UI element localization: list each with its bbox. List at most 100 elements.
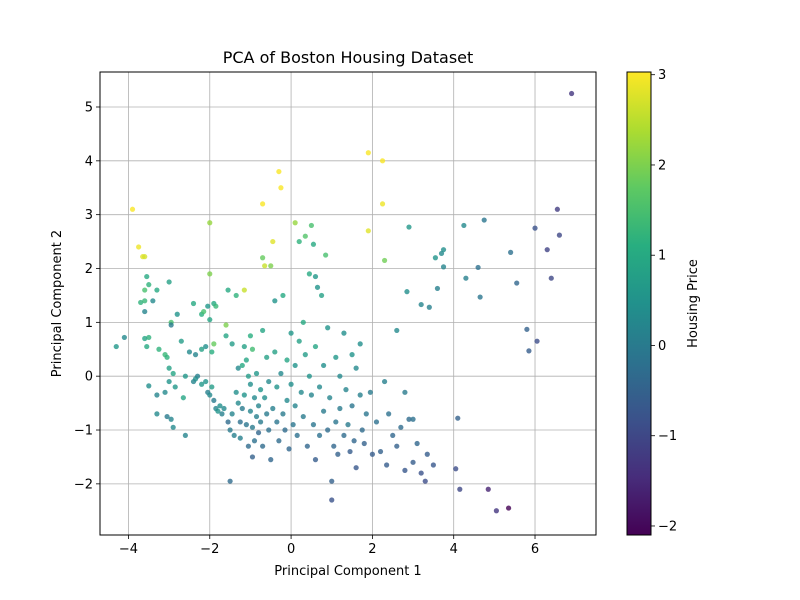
scatter-point xyxy=(121,334,127,341)
colorbar-label: Housing Price xyxy=(686,259,701,348)
scatter-point xyxy=(205,303,211,309)
scatter-point xyxy=(514,280,520,286)
colorbar-tick-label: 0 xyxy=(658,339,666,354)
scatter-point xyxy=(154,411,160,417)
scatter-point xyxy=(410,416,416,422)
scatter-point xyxy=(268,263,274,269)
scatter-point xyxy=(241,343,247,350)
scatter-point xyxy=(239,362,245,369)
scatter-point xyxy=(266,427,272,433)
colorbar: −2 −1 0 1 2 3 Housing Price xyxy=(626,68,701,536)
scatter-point xyxy=(381,378,388,385)
scatter-point xyxy=(440,247,447,253)
scatter-point xyxy=(182,432,188,439)
scatter-point xyxy=(463,275,469,281)
scatter-point xyxy=(410,459,416,465)
scatter-point xyxy=(367,389,373,395)
scatter-point xyxy=(333,354,339,360)
scatter-point xyxy=(192,352,199,358)
scatter-point xyxy=(237,435,243,441)
scatter-point xyxy=(217,403,223,409)
scatter-point xyxy=(207,271,213,277)
scatter-point xyxy=(223,333,229,339)
scatter-point xyxy=(357,341,363,347)
scatter-point xyxy=(288,330,294,336)
scatter-point xyxy=(235,365,241,371)
y-tick-label: −1 xyxy=(74,424,93,439)
scatter-point xyxy=(300,319,306,325)
scatter-point xyxy=(207,220,213,226)
colorbar-tick-label: 3 xyxy=(658,68,666,83)
scatter-point xyxy=(404,289,410,295)
scatter-point xyxy=(554,206,560,212)
scatter-point xyxy=(308,392,315,398)
scatter-point xyxy=(569,90,575,97)
scatter-point xyxy=(418,301,424,308)
scatter-point xyxy=(333,419,339,425)
scatter-point xyxy=(432,255,439,261)
scatter-point xyxy=(278,185,284,191)
scatter-point xyxy=(251,395,258,401)
scatter-point xyxy=(268,457,274,463)
scatter-point xyxy=(186,349,193,355)
scatter-point xyxy=(314,284,321,290)
scatter-point xyxy=(284,397,290,404)
scatter-point xyxy=(225,419,231,425)
scatter-point xyxy=(406,416,412,422)
scatter-point xyxy=(190,300,197,307)
scatter-point xyxy=(548,275,554,281)
scatter-point xyxy=(308,222,315,229)
scatter-point xyxy=(142,254,148,260)
scatter-point xyxy=(150,298,156,304)
scatter-point xyxy=(233,292,239,299)
scatter-point xyxy=(398,424,404,430)
scatter-point xyxy=(316,432,323,439)
scatter-point xyxy=(272,298,278,304)
scatter-point xyxy=(394,327,400,334)
scatter-point xyxy=(282,427,288,433)
scatter-point xyxy=(257,387,264,393)
scatter-point xyxy=(292,220,298,226)
scatter-point xyxy=(424,451,430,457)
scatter-point xyxy=(264,411,270,417)
scatter-point xyxy=(505,505,512,511)
chart-title: PCA of Boston Housing Dataset xyxy=(223,48,474,67)
scatter-point xyxy=(284,357,290,363)
scatter-point xyxy=(335,451,341,457)
scatter-point xyxy=(260,255,266,261)
scatter-point xyxy=(325,427,331,433)
scatter-point xyxy=(235,400,241,406)
scatter-point xyxy=(302,233,308,239)
scatter-point xyxy=(203,378,209,385)
y-tick-label: 5 xyxy=(85,100,93,115)
scatter-point xyxy=(369,451,375,457)
scatter-point xyxy=(243,422,249,428)
scatter-point xyxy=(278,370,284,377)
colorbar-ticks: −2 −1 0 1 2 3 xyxy=(651,68,677,534)
scatter-point xyxy=(418,470,424,476)
scatter-point xyxy=(142,298,148,304)
scatter-point xyxy=(209,384,215,390)
scatter-point xyxy=(302,352,308,358)
scatter-point xyxy=(272,349,278,355)
scatter-point xyxy=(390,432,396,439)
scatter-point xyxy=(381,257,388,264)
scatter-point xyxy=(341,432,347,439)
scatter-point xyxy=(286,446,292,452)
scatter-point xyxy=(192,376,199,382)
scatter-point xyxy=(199,346,205,352)
scatter-point xyxy=(363,411,369,417)
scatter-point xyxy=(182,373,188,379)
colorbar-tick-label: −1 xyxy=(658,429,677,444)
scatter-point xyxy=(343,387,349,393)
scatter-point xyxy=(168,416,174,422)
y-tick-label: 1 xyxy=(85,316,93,331)
scatter-point xyxy=(166,365,172,371)
scatter-point xyxy=(257,419,264,425)
scatter-point xyxy=(321,408,327,414)
y-tick-label: 2 xyxy=(85,262,93,277)
scatter-point xyxy=(440,264,447,270)
x-tick-label: 2 xyxy=(368,542,376,557)
scatter-point xyxy=(379,201,386,207)
scatter-point xyxy=(156,346,162,352)
